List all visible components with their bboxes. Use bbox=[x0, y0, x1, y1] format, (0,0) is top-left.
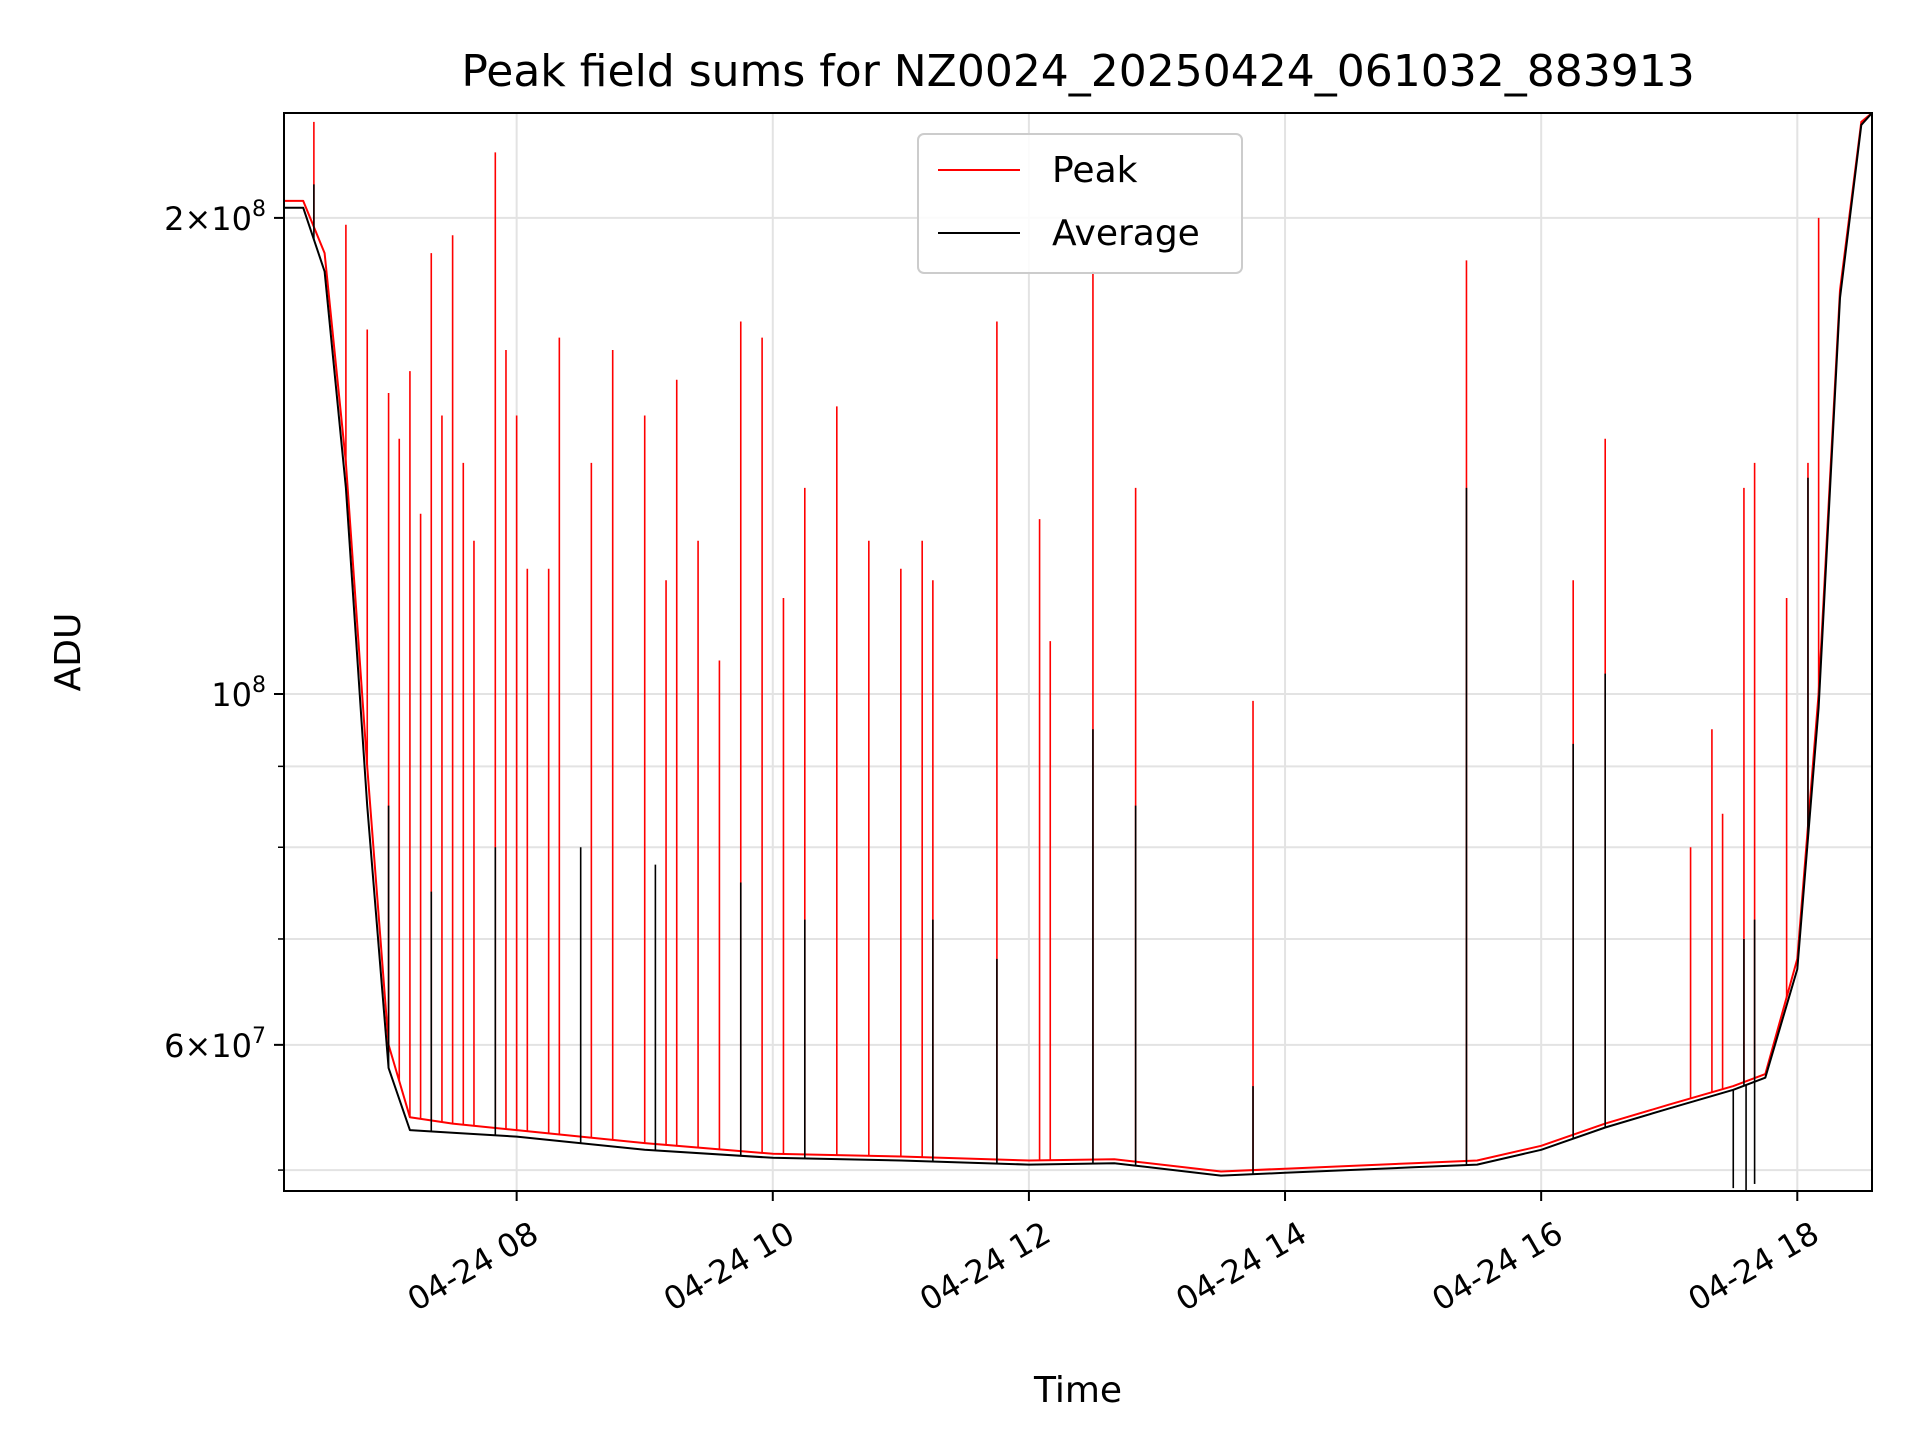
y-axis-label: ADU bbox=[48, 613, 89, 692]
legend-label-average: Average bbox=[1052, 213, 1200, 254]
plot-frame bbox=[283, 112, 1873, 1192]
y-tick-label: 6×107 bbox=[164, 1024, 266, 1065]
series-peak bbox=[284, 112, 1873, 1173]
legend-box bbox=[917, 133, 1243, 274]
y-tick-label: 108 bbox=[211, 673, 266, 714]
y-axis-ticks: 6×107 108 2×108 bbox=[164, 197, 284, 1171]
series-line-average bbox=[284, 112, 1873, 1177]
legend-label-peak: Peak bbox=[1052, 150, 1138, 191]
x-axis-label: Time bbox=[1033, 1370, 1122, 1411]
y-tick-label: 2×108 bbox=[164, 197, 266, 238]
chart-title: Peak field sums for NZ0024_20250424_0610… bbox=[461, 46, 1694, 97]
series-line-peak bbox=[284, 112, 1873, 1173]
series-layer bbox=[284, 112, 1873, 1191]
series-average bbox=[284, 112, 1873, 1191]
legend: Peak Average bbox=[917, 133, 1243, 274]
